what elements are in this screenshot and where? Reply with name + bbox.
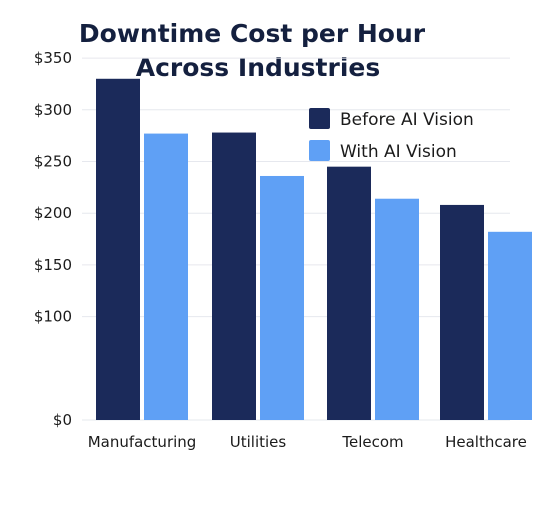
y-tick-label: $300: [34, 101, 72, 119]
y-tick-label: $100: [34, 308, 72, 326]
y-tick-label: $200: [34, 204, 72, 222]
y-axis-ticks: $0 $100 $150 $200 $250 $300 $350: [34, 49, 72, 429]
legend-swatch-with: [309, 140, 330, 161]
chart-title-line-1: Downtime Cost per Hour: [79, 19, 426, 48]
bar-utilities-with: [260, 175, 304, 420]
bar-manufacturing-with: [144, 133, 188, 420]
bar-telecom-before: [327, 166, 371, 420]
x-axis-labels: Manufacturing Utilities Telecom Healthcare: [88, 433, 527, 451]
bar-telecom-with: [375, 198, 419, 420]
legend-label-with: With AI Vision: [340, 142, 457, 162]
legend-label-before: Before AI Vision: [340, 110, 474, 130]
x-tick-label: Healthcare: [445, 433, 527, 451]
bars: [96, 78, 532, 420]
bar-manufacturing-before: [96, 78, 140, 420]
x-tick-label: Manufacturing: [88, 433, 197, 451]
bar-healthcare-with: [488, 231, 532, 420]
y-tick-label: $350: [34, 49, 72, 67]
y-tick-label: $250: [34, 153, 72, 171]
x-tick-label: Telecom: [341, 433, 403, 451]
legend: Before AI Vision With AI Vision: [309, 108, 474, 162]
bar-utilities-before: [212, 132, 256, 420]
bar-healthcare-before: [440, 204, 484, 420]
chart-title-line-2: Across Industries: [136, 53, 381, 82]
y-tick-label: $150: [34, 256, 72, 274]
legend-swatch-before: [309, 108, 330, 129]
y-tick-label: $0: [53, 411, 72, 429]
x-tick-label: Utilities: [230, 433, 287, 451]
